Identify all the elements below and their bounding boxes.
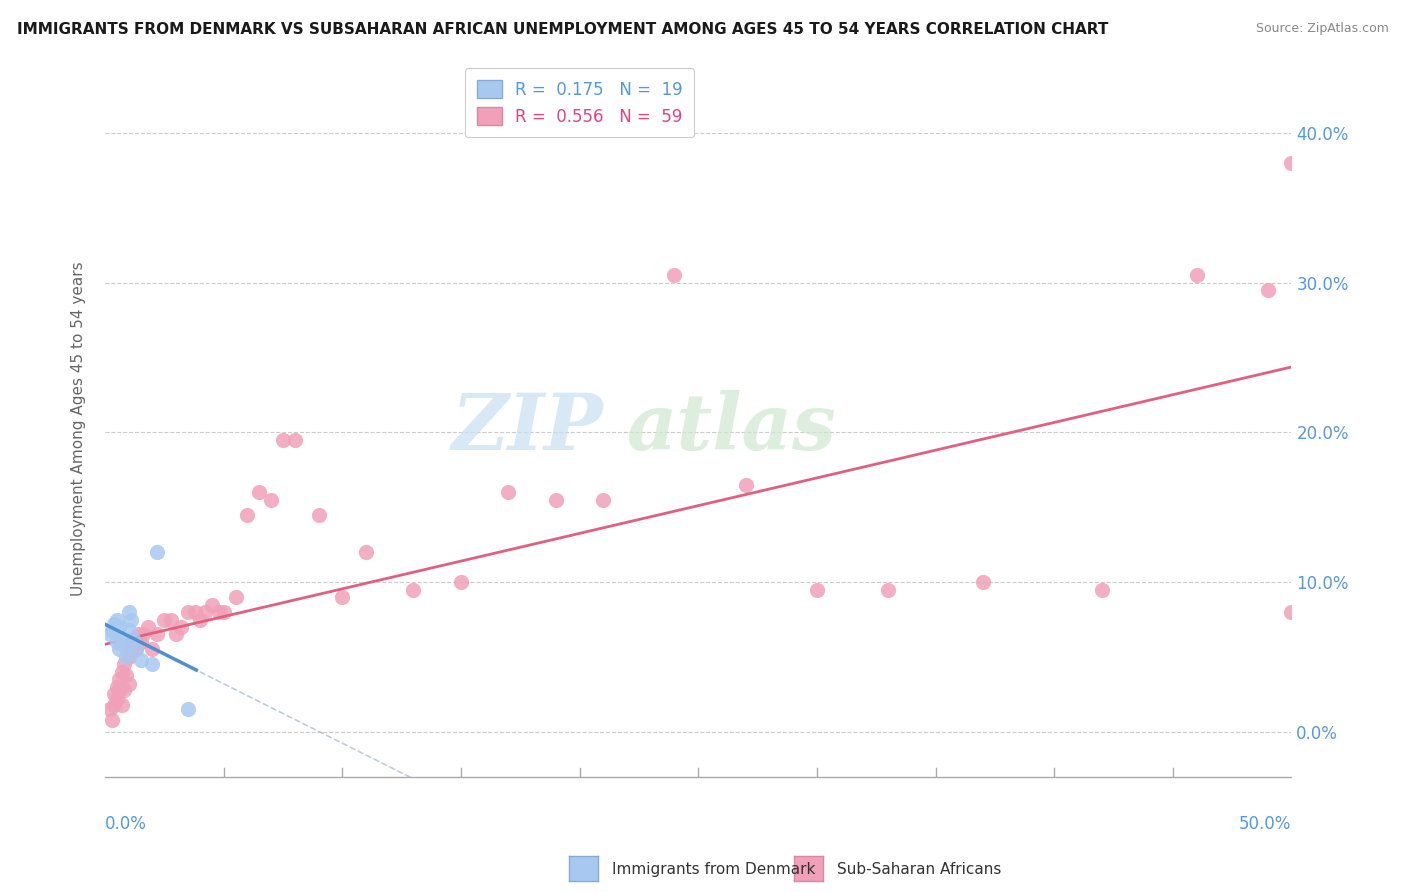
Point bbox=[101, 713, 124, 727]
Point bbox=[1091, 582, 1114, 597]
Point bbox=[110, 665, 132, 679]
Point bbox=[498, 485, 520, 500]
Point bbox=[450, 575, 472, 590]
Point bbox=[110, 632, 132, 646]
Legend: R =  0.175   N =  19, R =  0.556   N =  59: R = 0.175 N = 19, R = 0.556 N = 59 bbox=[465, 69, 695, 137]
Point bbox=[108, 620, 131, 634]
Point bbox=[112, 638, 135, 652]
Text: 50.0%: 50.0% bbox=[1239, 815, 1292, 833]
Point bbox=[284, 433, 307, 447]
Text: 0.0%: 0.0% bbox=[105, 815, 146, 833]
Point bbox=[129, 653, 152, 667]
Point bbox=[402, 582, 425, 597]
Point bbox=[247, 485, 270, 500]
Point bbox=[105, 635, 128, 649]
Point bbox=[170, 620, 193, 634]
Point bbox=[201, 598, 224, 612]
Point bbox=[118, 649, 141, 664]
Text: ZIP: ZIP bbox=[451, 391, 603, 467]
Point bbox=[1185, 268, 1208, 283]
Text: atlas: atlas bbox=[627, 391, 837, 467]
Point bbox=[105, 613, 128, 627]
Point bbox=[108, 673, 131, 687]
Point bbox=[236, 508, 259, 522]
Point bbox=[806, 582, 828, 597]
Point bbox=[212, 605, 235, 619]
Point bbox=[115, 649, 138, 664]
Point bbox=[118, 623, 141, 637]
Point bbox=[146, 627, 169, 641]
Point bbox=[165, 627, 187, 641]
Point bbox=[122, 632, 145, 646]
Point bbox=[1281, 156, 1303, 170]
Point bbox=[122, 635, 145, 649]
Point bbox=[153, 613, 176, 627]
Point bbox=[108, 682, 131, 697]
Point bbox=[877, 582, 900, 597]
Point bbox=[118, 677, 141, 691]
Point bbox=[544, 492, 567, 507]
Point bbox=[224, 590, 246, 604]
Point bbox=[132, 627, 155, 641]
Point bbox=[194, 605, 217, 619]
Point bbox=[146, 545, 169, 559]
Point bbox=[141, 642, 163, 657]
Point bbox=[308, 508, 330, 522]
Point bbox=[354, 545, 377, 559]
Point bbox=[208, 605, 231, 619]
Point bbox=[118, 605, 141, 619]
Point bbox=[105, 691, 128, 706]
Point bbox=[141, 657, 163, 672]
Point bbox=[592, 492, 614, 507]
Point bbox=[120, 613, 142, 627]
Point bbox=[160, 613, 183, 627]
Y-axis label: Unemployment Among Ages 45 to 54 years: Unemployment Among Ages 45 to 54 years bbox=[72, 261, 86, 596]
Point bbox=[125, 642, 148, 657]
Point bbox=[177, 702, 200, 716]
Point bbox=[112, 682, 135, 697]
Point bbox=[103, 617, 125, 632]
Point bbox=[105, 680, 128, 694]
Point bbox=[101, 623, 124, 637]
Point bbox=[664, 268, 686, 283]
Point bbox=[188, 613, 211, 627]
Point bbox=[1257, 283, 1279, 297]
Text: Source: ZipAtlas.com: Source: ZipAtlas.com bbox=[1256, 22, 1389, 36]
Point bbox=[271, 433, 294, 447]
Point bbox=[127, 627, 149, 641]
Point bbox=[1281, 605, 1303, 619]
Point bbox=[177, 605, 200, 619]
Point bbox=[129, 635, 152, 649]
Point bbox=[330, 590, 353, 604]
Point bbox=[972, 575, 994, 590]
Point bbox=[115, 668, 138, 682]
Point bbox=[125, 642, 148, 657]
Point bbox=[98, 627, 121, 641]
Point bbox=[110, 698, 132, 712]
Point bbox=[734, 478, 756, 492]
Point bbox=[184, 605, 207, 619]
Point bbox=[136, 620, 159, 634]
Point bbox=[98, 702, 121, 716]
Point bbox=[260, 492, 283, 507]
Point bbox=[120, 642, 142, 657]
Text: Immigrants from Denmark: Immigrants from Denmark bbox=[612, 863, 815, 877]
Point bbox=[103, 687, 125, 701]
Point bbox=[103, 698, 125, 712]
Text: IMMIGRANTS FROM DENMARK VS SUBSAHARAN AFRICAN UNEMPLOYMENT AMONG AGES 45 TO 54 Y: IMMIGRANTS FROM DENMARK VS SUBSAHARAN AF… bbox=[17, 22, 1108, 37]
Point bbox=[108, 642, 131, 657]
Text: Sub-Saharan Africans: Sub-Saharan Africans bbox=[837, 863, 1001, 877]
Point bbox=[112, 657, 135, 672]
